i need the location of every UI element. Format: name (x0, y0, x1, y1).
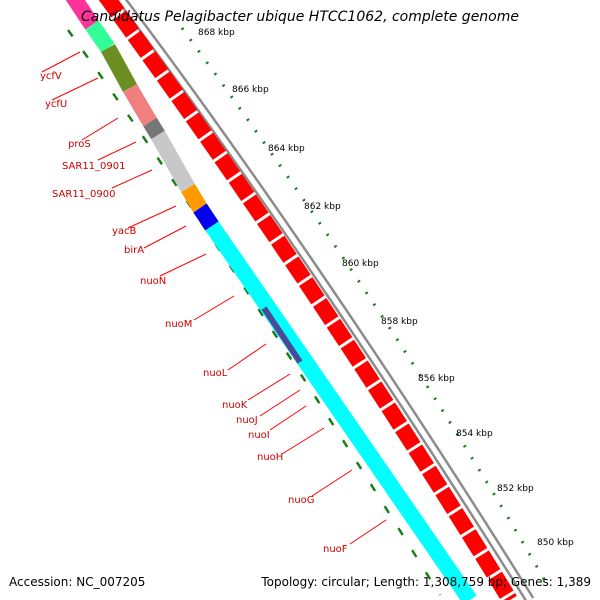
gene-label-nuoM: nuoM (165, 319, 192, 330)
gene-label-connector (51, 77, 99, 101)
axis-tick-label: 852 kbp (497, 484, 534, 494)
gene-labels: ycfV ycfU proS SAR11_0901 SAR11_0900 yacB birA… (40, 51, 387, 555)
gene-label-SAR11_0900: SAR11_0900 (52, 189, 116, 200)
axis-tick-label: 850 kbp (537, 538, 574, 548)
gene-label-nuoI: nuoI (248, 430, 270, 441)
gene-segment-salmon (123, 83, 157, 127)
gene-label-connector (159, 253, 207, 277)
axis-tick-label: 868 kbp (198, 28, 235, 38)
axis-tick-label: 858 kbp (381, 317, 418, 327)
gene-label-SAR11_0901: SAR11_0901 (62, 161, 126, 172)
gene-segment-olive (100, 44, 138, 92)
gene-label-connector (259, 389, 301, 417)
gene-label-nuoH: nuoH (257, 452, 283, 463)
gene-label-yacB: yacB (112, 226, 137, 237)
axis-tick-label: 856 kbp (418, 374, 455, 384)
gene-label-nuoK: nuoK (222, 400, 248, 411)
accession-text: Accession: NC_007205 (9, 575, 146, 589)
axis-tick-labels: 868 kbp 866 kbp 864 kbp 862 kbp 860 kbp 858 k… (198, 28, 574, 548)
axis-tick-label: 866 kbp (232, 85, 269, 95)
gene-label-ycfV: ycfV (40, 71, 62, 82)
gene-label-connector (143, 225, 187, 249)
gene-label-connector (269, 405, 307, 431)
gene-label-connector (41, 51, 81, 73)
gene-label-connector (281, 427, 325, 455)
gene-label-connector (127, 205, 177, 229)
gene-segment-green (85, 20, 115, 53)
gene-segment-navy (261, 306, 303, 364)
gene-label-connector (227, 343, 267, 371)
gene-label-ycfU: ycfU (45, 99, 67, 110)
gene-label-nuoG: nuoG (288, 495, 315, 506)
gene-segment-cyan (205, 221, 477, 600)
gene-segment-light-gray (151, 131, 195, 192)
gene-label-connector (193, 295, 235, 321)
axis-tick-label: 862 kbp (304, 202, 341, 212)
reverse-strand-genes (65, 0, 477, 600)
gene-label-birA: birA (124, 245, 144, 256)
gene-label-connector (81, 117, 119, 141)
gene-segment-magenta (65, 0, 99, 30)
map-title: Candidatus Pelagibacter ubique HTCC1062,… (80, 9, 519, 25)
axis-tick-label: 854 kbp (456, 429, 493, 439)
backbone-inner (118, 0, 533, 600)
gene-label-connector (311, 469, 353, 497)
gene-label-nuoN: nuoN (140, 276, 166, 287)
gene-label-nuoJ: nuoJ (236, 415, 258, 426)
gene-segment-orange (181, 183, 207, 213)
outer-tick-ring (180, 27, 550, 587)
gene-label-connector (111, 169, 153, 189)
gene-label-nuoL: nuoL (203, 368, 228, 379)
gene-label-connector (97, 141, 137, 161)
gene-segment-blue (193, 203, 219, 231)
genome-summary-text: Topology: circular; Length: 1,308,759 bp… (261, 575, 591, 589)
gene-label-connector (349, 519, 387, 545)
axis-tick-label: 864 kbp (268, 144, 305, 154)
gene-label-proS: proS (68, 139, 91, 150)
forward-strand-genes (98, 0, 517, 600)
gene-label-connector (247, 373, 291, 401)
inner-tick-ring (66, 29, 442, 596)
axis-tick-label: 860 kbp (342, 259, 379, 269)
gene-label-nuoF: nuoF (323, 544, 348, 555)
gene-segment-gray (143, 117, 165, 140)
